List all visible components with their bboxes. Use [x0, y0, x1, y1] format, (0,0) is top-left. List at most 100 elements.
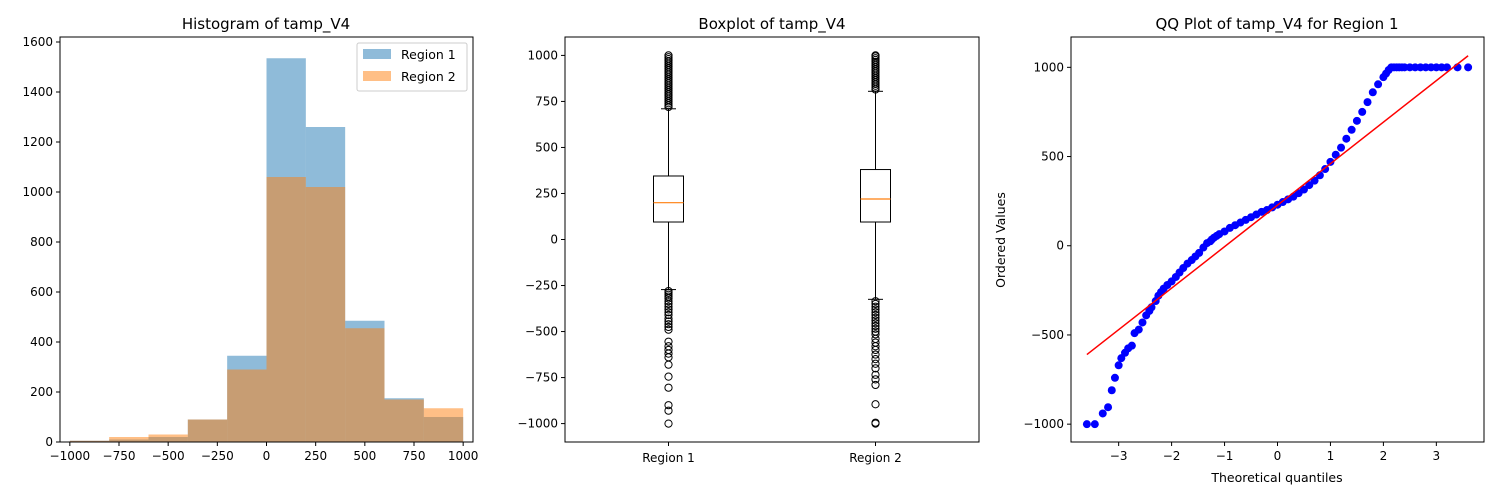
histogram-y-tick-label: 1400 — [22, 85, 53, 99]
boxplot-outlier-region-2 — [871, 400, 880, 409]
histogram-y-tick-label: 1000 — [22, 185, 53, 199]
histogram-title: Histogram of tamp_V4 — [182, 15, 350, 34]
boxplot-y-tick-label: 250 — [535, 186, 558, 200]
legend-label-region-1: Region 1 — [401, 47, 456, 62]
boxplot-outlier-region-1 — [664, 320, 673, 329]
qq-x-tick-label: 0 — [1274, 449, 1282, 463]
qq-point — [1368, 88, 1377, 97]
boxplot-outlier-region-1 — [664, 317, 673, 326]
boxplot-outlier-region-2 — [871, 350, 880, 359]
qq-x-axis-label: Theoretical quantiles — [1210, 470, 1342, 485]
qq-point — [1363, 98, 1372, 107]
histogram-legend: Region 1 Region 2 — [356, 42, 468, 92]
histogram-frame — [59, 36, 474, 443]
boxplot-title: Boxplot of tamp_V4 — [698, 15, 845, 34]
boxplot-outlier-region-2 — [871, 302, 880, 311]
boxplot-y-tick-label: −500 — [525, 325, 558, 339]
qq-y-tick-label: 500 — [1041, 150, 1064, 164]
boxplot-x-tick-label-region-2: Region 2 — [849, 451, 902, 465]
histogram-bar-2-7 — [305, 187, 346, 442]
histogram-y-tick-label: 0 — [45, 435, 53, 449]
boxplot-outlier-region-2 — [871, 375, 880, 384]
qq-point — [1195, 248, 1204, 257]
qq-point — [1358, 107, 1367, 116]
boxplot-outlier-region-2 — [871, 308, 880, 317]
boxplot-y-tick-label: −750 — [525, 371, 558, 385]
boxplot-outlier-region-2 — [871, 324, 880, 333]
boxplot-y-tick-label: −1000 — [517, 417, 558, 431]
histogram-panel: Histogram of tamp_V4 −1000 −750 −500 −250 0 2… — [22, 15, 478, 463]
legend-swatch-region-1 — [363, 49, 391, 59]
histogram-y-tick-label: 1600 — [22, 35, 53, 49]
histogram-y-tick-label: 200 — [30, 385, 53, 399]
qq-point — [1114, 361, 1123, 370]
boxplot-outlier-region-1 — [664, 308, 673, 317]
qq-x-tick-label: −1 — [1216, 449, 1234, 463]
qq-point — [1331, 150, 1340, 159]
boxplot-y-tick-label: 750 — [535, 94, 558, 108]
boxplot-frame — [564, 36, 980, 443]
histogram-x-tick-label: −500 — [152, 449, 185, 463]
qq-point — [1134, 325, 1143, 334]
qq-y-tick-label: 0 — [1056, 239, 1064, 253]
boxplot-outlier-region-1 — [664, 360, 673, 369]
qq-point — [1310, 176, 1319, 185]
boxplot-outlier-region-1 — [664, 383, 673, 392]
boxplot-outlier-region-2 — [871, 364, 880, 373]
boxplot-outlier-region-2 — [871, 342, 880, 351]
qq-point — [1127, 341, 1136, 350]
boxplot-outlier-region-2 — [871, 305, 880, 314]
qq-point — [1326, 157, 1335, 166]
histogram-y-tick-label: 400 — [30, 335, 53, 349]
boxplot-outlier-region-2 — [871, 51, 880, 60]
qq-x-tick-label: 2 — [1380, 449, 1388, 463]
boxplot-outlier-region-2 — [871, 370, 880, 379]
histogram-x-tick-label: 750 — [403, 449, 426, 463]
boxplot-outlier-region-2 — [871, 359, 880, 368]
boxplot-outlier-region-1 — [664, 322, 673, 332]
qq-point — [1442, 63, 1451, 72]
boxplot-outlier-region-2 — [871, 297, 880, 306]
qq-point — [1337, 143, 1346, 152]
boxplot-outlier-region-2 — [871, 319, 880, 328]
boxplot-y-tick-label: 1000 — [527, 48, 558, 62]
boxplot-box-region-1 — [653, 175, 684, 223]
boxplot-box-region-2 — [860, 169, 891, 223]
boxplot-outlier-region-1 — [664, 406, 673, 415]
qq-plot-panel: QQ Plot of tamp_V4 for Region 1 −3 −2 −1 0 1… — [993, 15, 1485, 485]
boxplot-y-tick-label: 500 — [535, 140, 558, 154]
legend-swatch-region-2 — [363, 71, 391, 81]
histogram-x-tick-label: −750 — [103, 449, 136, 463]
boxplot-outlier-region-1 — [664, 325, 673, 334]
boxplot-outlier-region-1 — [664, 51, 673, 60]
boxplot-outlier-region-1 — [664, 372, 673, 381]
boxplot-outlier-region-1 — [664, 349, 673, 358]
qq-plot-title: QQ Plot of tamp_V4 for Region 1 — [1156, 15, 1399, 34]
qq-x-tick-label: −2 — [1163, 449, 1181, 463]
qq-plot-area: −3 −2 −1 0 1 2 3 −1000 −500 0 500 1000 — [1023, 55, 1473, 463]
histogram-y-tick-label: 600 — [30, 285, 53, 299]
qq-point — [1299, 185, 1308, 194]
histogram-y-tick-label: 800 — [30, 235, 53, 249]
boxplot-outlier-region-2 — [871, 380, 880, 390]
boxplot-panel: Boxplot of tamp_V4 Region 1 Region 2 −1000… — [517, 15, 980, 465]
histogram-bar-2-9 — [384, 399, 424, 442]
histogram-x-tick-label: −250 — [201, 449, 234, 463]
histogram-bar-2-3 — [148, 434, 188, 442]
qq-point — [1342, 134, 1351, 143]
qq-point — [1305, 181, 1314, 190]
qq-point — [1347, 125, 1356, 134]
legend-label-region-2: Region 2 — [401, 69, 456, 84]
boxplot-outlier-region-1 — [664, 297, 673, 306]
boxplot-outlier-region-2 — [871, 419, 880, 428]
boxplot-x-tick-label-region-1: Region 1 — [642, 451, 695, 465]
boxplot-plot-area: Region 1 Region 2 −1000 −750 −500 −250 0 250 500… — [517, 48, 901, 465]
qq-point — [1082, 420, 1091, 429]
boxplot-y-tick-label: −250 — [525, 279, 558, 293]
histogram-y-tick-label: 1200 — [22, 135, 53, 149]
boxplot-outlier-region-2 — [871, 321, 880, 331]
boxplot-outlier-region-2 — [871, 313, 880, 322]
qq-point — [1104, 403, 1113, 412]
histogram-x-tick-label: 500 — [353, 449, 376, 463]
qq-point — [1110, 373, 1119, 382]
